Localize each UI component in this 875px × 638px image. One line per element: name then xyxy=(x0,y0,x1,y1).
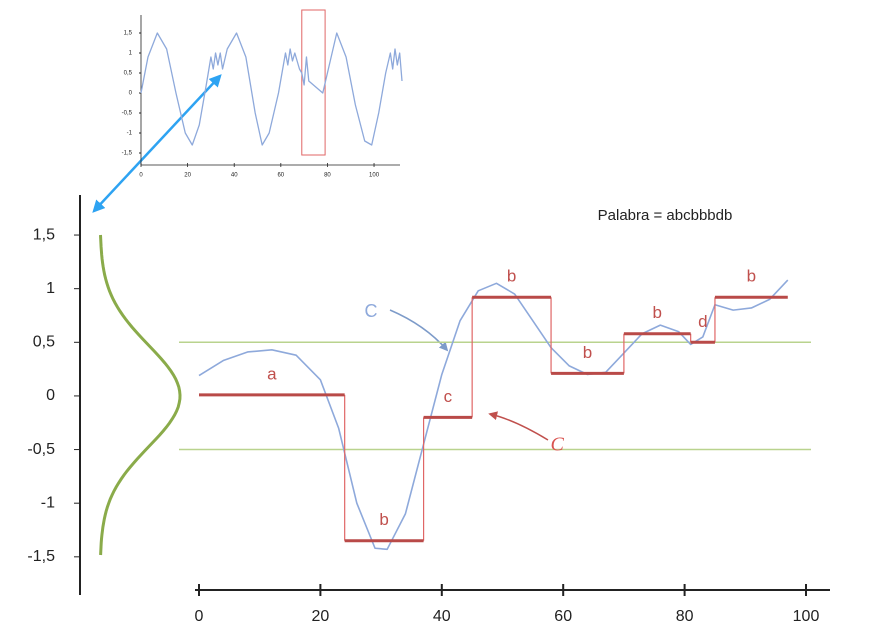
symbol-label: b xyxy=(379,510,388,529)
segments-label: C⃗ xyxy=(551,434,580,456)
symbol-label: d xyxy=(698,312,707,331)
y-tick-label: -0,5 xyxy=(27,441,55,458)
symbol-label: a xyxy=(267,364,277,383)
symbol-label: b xyxy=(507,267,516,286)
y-tick-label: -1,5 xyxy=(122,151,133,157)
y-tick-label: 1 xyxy=(46,280,55,297)
step-pointer xyxy=(488,411,549,441)
symbol-label: c xyxy=(444,387,453,406)
symbol-label: b xyxy=(747,267,756,286)
x-tick-label: 80 xyxy=(324,173,331,179)
highlight-window xyxy=(301,9,326,156)
x-tick-label: 20 xyxy=(312,608,330,625)
curve-pointer xyxy=(389,309,449,352)
y-tick-label: 0 xyxy=(129,91,133,97)
y-tick-label: -1 xyxy=(41,494,55,511)
y-tick-label: -1,5 xyxy=(27,548,55,565)
x-tick-label: 80 xyxy=(676,608,694,625)
x-tick-label: 60 xyxy=(554,608,572,625)
x-tick-label: 40 xyxy=(231,173,238,179)
link-arrow xyxy=(92,74,222,213)
x-tick-label: 60 xyxy=(277,173,284,179)
distribution-curve xyxy=(99,234,182,556)
x-tick-label: 100 xyxy=(793,608,820,625)
x-tick-label: 40 xyxy=(433,608,451,625)
symbol-label: b xyxy=(583,343,592,362)
series-label: C xyxy=(365,301,378,321)
word-annotation: Palabra = abcbbbdb xyxy=(598,207,733,224)
series-line xyxy=(140,32,403,146)
y-tick-label: 0,5 xyxy=(124,71,133,77)
x-tick-label: 0 xyxy=(139,173,143,179)
y-tick-label: 1,5 xyxy=(124,31,133,37)
y-tick-label: 0 xyxy=(46,387,55,404)
y-tick-label: 1,5 xyxy=(33,226,55,243)
y-tick-label: 1 xyxy=(129,51,133,57)
y-tick-label: -0,5 xyxy=(122,111,133,117)
symbol-label: b xyxy=(653,303,662,322)
y-tick-label: 0,5 xyxy=(33,334,55,351)
y-tick-label: -1 xyxy=(127,131,133,137)
x-tick-label: 100 xyxy=(369,173,380,179)
x-tick-label: 20 xyxy=(184,173,191,179)
x-tick-label: 0 xyxy=(195,608,204,625)
